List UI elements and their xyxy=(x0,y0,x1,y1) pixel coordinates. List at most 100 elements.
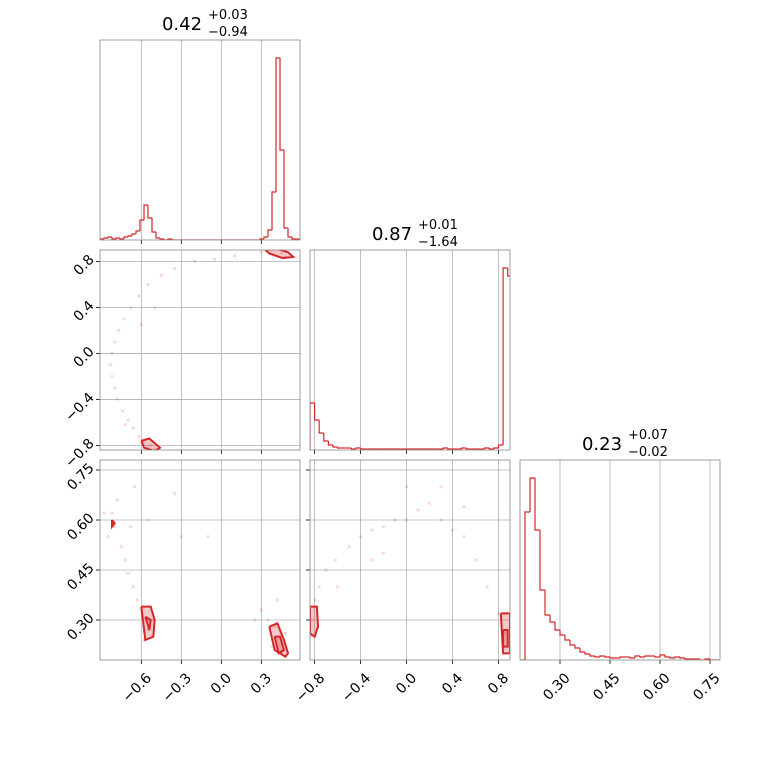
sample-point xyxy=(253,618,257,622)
panel: 0.42 +0.03 −0.94 xyxy=(99,8,301,244)
sample-point xyxy=(110,511,114,515)
title-value: 0.23 xyxy=(582,434,622,455)
histogram-step xyxy=(139,219,144,231)
sample-point xyxy=(370,558,374,562)
sample-point xyxy=(427,501,432,505)
sample-point xyxy=(110,351,114,356)
sample-point xyxy=(106,535,110,539)
histogram-step xyxy=(271,191,276,230)
title-sup: +0.07 xyxy=(628,428,668,443)
title-sub: −0.94 xyxy=(208,25,248,40)
sample-point xyxy=(503,631,508,635)
sample-point xyxy=(462,505,466,509)
sample-point xyxy=(279,251,283,256)
histogram-step xyxy=(669,657,675,659)
y-tick-label: 0.8 xyxy=(71,252,98,279)
panel-title: 0.23 xyxy=(582,434,622,455)
y-tick-label: 0.4 xyxy=(71,298,98,325)
histogram-step xyxy=(502,267,508,445)
histogram-step xyxy=(147,205,152,219)
sample-point xyxy=(179,535,183,539)
histogram-step xyxy=(313,403,320,421)
plot-area xyxy=(100,57,300,240)
sample-point xyxy=(139,323,143,327)
histogram-step xyxy=(107,236,112,238)
sample-point xyxy=(462,535,466,539)
histogram-step xyxy=(151,218,156,233)
sample-point xyxy=(283,631,287,635)
histogram-step xyxy=(679,657,685,659)
contour xyxy=(144,615,152,631)
histogram-step xyxy=(604,656,610,658)
sample-point xyxy=(206,535,210,539)
histogram-step xyxy=(488,448,494,450)
sample-point xyxy=(115,498,119,502)
sample-point xyxy=(110,374,114,379)
sample-point xyxy=(149,443,153,448)
histogram-step xyxy=(131,233,136,236)
sample-point xyxy=(259,608,263,612)
panel-title: 0.87 xyxy=(372,224,412,245)
y-tick-label: −0.4 xyxy=(62,390,97,425)
sample-point xyxy=(473,558,478,562)
histogram-step xyxy=(644,655,650,657)
histogram-step xyxy=(664,655,670,658)
sample-point xyxy=(123,423,127,427)
title-sub: −0.02 xyxy=(628,445,668,460)
histogram-step xyxy=(103,237,108,239)
histogram-step xyxy=(629,657,635,659)
contour xyxy=(111,519,116,530)
histogram-step xyxy=(111,237,116,240)
sample-point xyxy=(485,585,489,589)
x-tick-label: 0.75 xyxy=(690,670,723,703)
histogram-step xyxy=(529,477,535,512)
histogram-step xyxy=(544,590,550,616)
sample-point xyxy=(146,518,150,522)
sample-point xyxy=(122,317,126,321)
sample-point xyxy=(213,257,217,261)
sample-point xyxy=(131,426,135,430)
sample-point xyxy=(233,254,237,258)
sample-point xyxy=(347,545,351,549)
sample-point xyxy=(273,625,277,629)
sample-point xyxy=(173,266,177,270)
sample-point xyxy=(275,598,279,602)
histogram-step xyxy=(327,441,333,446)
histogram-step xyxy=(442,447,448,449)
histogram-step xyxy=(699,659,705,660)
x-tick-label: 0.0 xyxy=(208,670,235,697)
sample-point xyxy=(333,558,337,562)
histogram-step xyxy=(634,655,640,658)
histogram-step xyxy=(135,230,140,234)
sample-point xyxy=(404,485,409,489)
histogram-step xyxy=(569,640,575,646)
histogram-step xyxy=(524,511,530,660)
sample-point xyxy=(370,528,374,532)
contour xyxy=(140,437,162,450)
histogram-step xyxy=(355,447,361,449)
contour xyxy=(502,629,509,648)
histogram-step xyxy=(119,238,124,240)
histogram-step xyxy=(283,150,288,229)
histogram-step xyxy=(554,622,560,631)
x-tick-label: 0.3 xyxy=(248,670,275,697)
sample-point xyxy=(129,525,133,529)
title-value: 0.87 xyxy=(372,224,412,245)
x-tick-label: −0.6 xyxy=(120,670,155,705)
x-tick-label: −0.3 xyxy=(160,670,195,705)
histogram-step xyxy=(461,447,467,449)
sample-point xyxy=(193,259,197,264)
sample-point xyxy=(439,518,443,522)
sample-point xyxy=(310,618,314,622)
histogram-step xyxy=(584,652,590,655)
histogram-step xyxy=(318,420,324,434)
histogram-step xyxy=(484,447,490,449)
histogram-step xyxy=(323,433,329,442)
sample-point xyxy=(102,511,106,515)
histogram-step xyxy=(143,204,148,220)
histogram-step xyxy=(574,645,580,649)
plot-area xyxy=(310,267,510,450)
plot-area xyxy=(102,485,290,658)
x-tick-label: 0.45 xyxy=(590,670,623,703)
